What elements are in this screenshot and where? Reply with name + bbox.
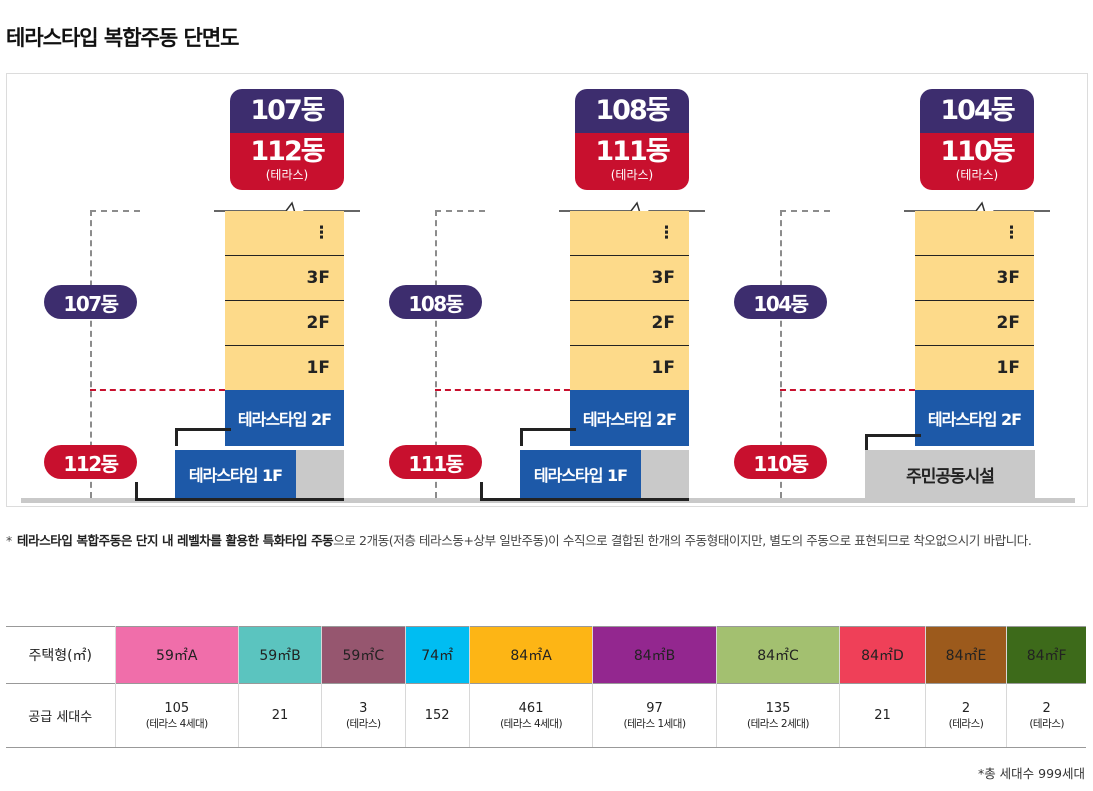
upper-building-outline	[90, 210, 92, 498]
supply-table: 주택형(㎡) 59㎡A 59㎡B 59㎡C 74㎡ 84㎡A 84㎡B 84㎡C…	[6, 626, 1086, 748]
level-divider-line	[435, 389, 689, 391]
type-cell: 74㎡	[405, 626, 470, 684]
count-cell: 461 (테라스 4세대)	[469, 683, 594, 748]
building-complex-3: 104동 110동 104동 110동 (테라스) ⋮ 3F 2F 1F 테라스…	[697, 74, 1050, 508]
type-cell: 84㎡B	[592, 626, 717, 684]
lower-building-label: 110동	[734, 445, 827, 479]
lower-building-label: 111동	[389, 445, 482, 479]
floor-1f: 1F	[996, 358, 1020, 378]
community-facility: 주민공동시설	[865, 450, 1035, 498]
upper-building-outline	[435, 210, 437, 498]
type-cell: 59㎡B	[238, 626, 323, 684]
floor-ellipsis: ⋮	[225, 211, 344, 256]
floor-3f: 3F	[570, 256, 689, 301]
count-cell: 21	[238, 683, 323, 748]
terrace-outline	[175, 428, 231, 446]
type-cell: 84㎡E	[925, 626, 1008, 684]
count-cell: 135 (테라스 2세대)	[716, 683, 841, 748]
terrace-type-2f: 테라스타입 2F	[915, 390, 1034, 446]
count-cell: 2 (테라스)	[1006, 683, 1086, 748]
type-cell: 59㎡A	[115, 626, 239, 684]
type-cell: 84㎡C	[716, 626, 841, 684]
floor-2f: 2F	[570, 301, 689, 346]
floor-ellipsis: ⋮	[915, 211, 1034, 256]
type-cell: 84㎡D	[839, 626, 926, 684]
badge-lower-subtitle: (테라스)	[610, 168, 654, 182]
typical-floors: ⋮ 3F 2F 1F	[915, 211, 1034, 390]
building-complex-1: 107동 112동 107동 112동 (테라스) ⋮ 3F 2F 1F 테라스…	[7, 74, 360, 508]
level-divider-line	[780, 389, 1034, 391]
badge-lower-number: 110동	[940, 136, 1015, 167]
footnote-text: 으로 2개동(저층 테라스동+상부 일반주동)이 수직으로 결합된 한개의 주동…	[333, 533, 1032, 548]
building-badge: 107동 112동 (테라스)	[230, 89, 344, 190]
footnote: * 테라스타입 복합주동은 단지 내 레벨차를 활용한 특화타입 주동으로 2개…	[6, 531, 1086, 551]
count-cell: 2 (테라스)	[925, 683, 1008, 748]
base-line	[480, 498, 689, 501]
type-header: 주택형(㎡)	[6, 626, 116, 684]
typical-floors: ⋮ 3F 2F 1F	[225, 211, 344, 390]
terrace-outline-lower	[135, 482, 179, 500]
terrace-outline-lower	[480, 482, 524, 500]
grey-block	[296, 450, 344, 498]
table-row: 공급 세대수 105 (테라스 4세대) 21 3 (테라스) 152 461 (테라…	[6, 683, 1086, 748]
count-cell: 3 (테라스)	[321, 683, 406, 748]
badge-lower-subtitle: (테라스)	[955, 168, 999, 182]
floor-ellipsis: ⋮	[570, 211, 689, 256]
terrace-type-2f: 테라스타입 2F	[225, 390, 344, 446]
lower-building-label: 112동	[44, 445, 137, 479]
count-cell: 21	[839, 683, 926, 748]
upper-building-outline-top	[435, 210, 485, 212]
building-complex-2: 108동 111동 108동 111동 (테라스) ⋮ 3F 2F 1F 테라스…	[352, 74, 705, 508]
type-cell: 59㎡C	[321, 626, 406, 684]
floor-1f: 1F	[306, 358, 330, 378]
total-units: *총 세대수 999세대	[977, 766, 1085, 781]
floor-1f: 1F	[651, 358, 675, 378]
floor-2f: 2F	[225, 301, 344, 346]
count-cell: 152	[405, 683, 470, 748]
badge-upper-number: 107동	[230, 89, 344, 133]
badge-upper-number: 104동	[920, 89, 1034, 133]
upper-building-label: 107동	[44, 285, 137, 319]
typical-floors: ⋮ 3F 2F 1F	[570, 211, 689, 390]
grey-block	[641, 450, 689, 498]
count-cell: 105 (테라스 4세대)	[115, 683, 239, 748]
upper-building-label: 108동	[389, 285, 482, 319]
floor-3f: 3F	[225, 256, 344, 301]
type-cell: 84㎡F	[1006, 626, 1086, 684]
floor-3f: 3F	[915, 256, 1034, 301]
section-diagram: 107동 112동 107동 112동 (테라스) ⋮ 3F 2F 1F 테라스…	[6, 73, 1088, 507]
footnote-mark: *	[6, 533, 12, 548]
badge-upper-number: 108동	[575, 89, 689, 133]
terrace-type-1f: 테라스타입 1F	[520, 450, 641, 498]
building-badge: 108동 111동 (테라스)	[575, 89, 689, 190]
count-cell: 97 (테라스 1세대)	[592, 683, 717, 748]
page-title: 테라스타입 복합주동 단면도	[6, 26, 239, 50]
count-header: 공급 세대수	[6, 683, 116, 748]
badge-lower-number: 111동	[595, 136, 670, 167]
upper-building-outline-top	[780, 210, 830, 212]
upper-building-outline-top	[90, 210, 140, 212]
footnote-bold: 테라스타입 복합주동은 단지 내 레벨차를 활용한 특화타입 주동	[17, 533, 334, 548]
base-line	[135, 498, 344, 501]
building-badge: 104동 110동 (테라스)	[920, 89, 1034, 190]
terrace-type-2f: 테라스타입 2F	[570, 390, 689, 446]
floor-2f: 2F	[915, 301, 1034, 346]
badge-lower: 110동 (테라스)	[920, 133, 1034, 190]
terrace-outline	[520, 428, 576, 446]
terrace-type-1f: 테라스타입 1F	[175, 450, 296, 498]
badge-lower-subtitle: (테라스)	[265, 168, 309, 182]
upper-building-label: 104동	[734, 285, 827, 319]
table-row: 주택형(㎡) 59㎡A 59㎡B 59㎡C 74㎡ 84㎡A 84㎡B 84㎡C…	[6, 626, 1086, 684]
level-divider-line	[90, 389, 344, 391]
badge-lower: 111동 (테라스)	[575, 133, 689, 190]
badge-lower-number: 112동	[250, 136, 325, 167]
badge-lower: 112동 (테라스)	[230, 133, 344, 190]
upper-building-outline	[780, 210, 782, 498]
type-cell: 84㎡A	[469, 626, 594, 684]
community-outline	[865, 434, 921, 450]
